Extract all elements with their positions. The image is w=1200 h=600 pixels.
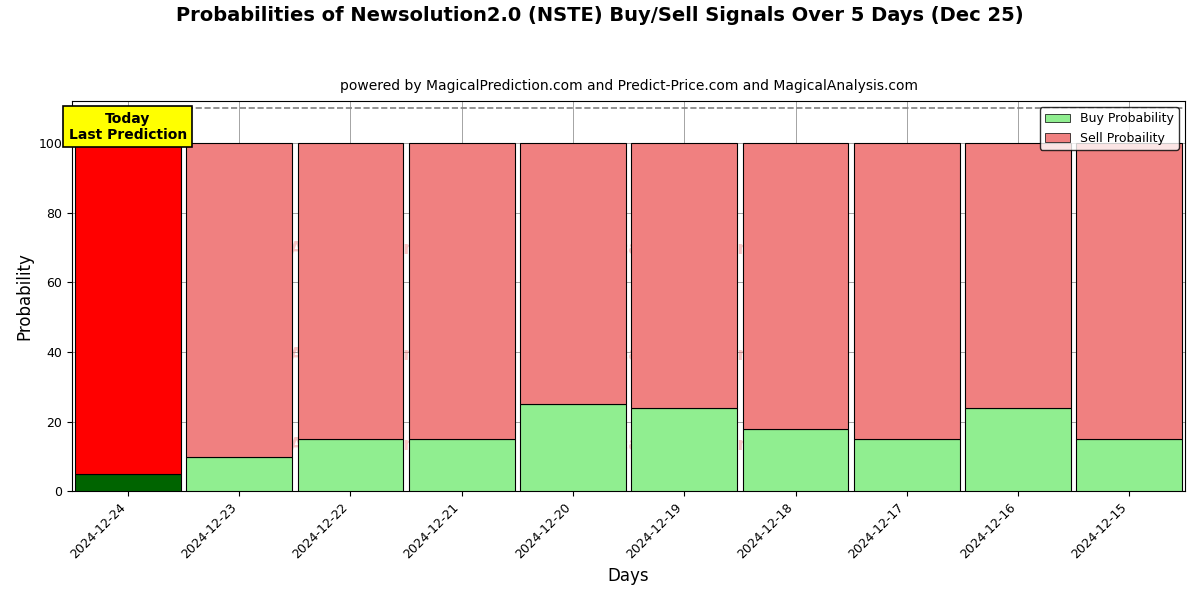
Text: MagicalPrediction.com: MagicalPrediction.com	[570, 241, 799, 259]
Text: MagicalAnalysis.com: MagicalAnalysis.com	[212, 241, 422, 259]
Text: Probabilities of Newsolution2.0 (NSTE) Buy/Sell Signals Over 5 Days (Dec 25): Probabilities of Newsolution2.0 (NSTE) B…	[176, 6, 1024, 25]
Bar	[631, 143, 737, 408]
Title: powered by MagicalPrediction.com and Predict-Price.com and MagicalAnalysis.com: powered by MagicalPrediction.com and Pre…	[340, 79, 918, 93]
Bar	[298, 439, 403, 491]
X-axis label: Days: Days	[607, 567, 649, 585]
Bar	[854, 143, 960, 439]
Text: MagicalPrediction.com: MagicalPrediction.com	[570, 436, 799, 454]
Bar	[854, 439, 960, 491]
Y-axis label: Probability: Probability	[16, 253, 34, 340]
Text: MagicalPrediction.com: MagicalPrediction.com	[570, 346, 799, 364]
Bar	[743, 143, 848, 429]
Bar	[74, 143, 181, 474]
Bar	[186, 457, 292, 491]
Text: MagicalAnalysis.com: MagicalAnalysis.com	[212, 436, 422, 454]
Bar	[186, 143, 292, 457]
Bar	[965, 143, 1070, 408]
Bar	[1076, 439, 1182, 491]
Bar	[631, 408, 737, 491]
Text: MagicalAnalysis.com: MagicalAnalysis.com	[212, 346, 422, 364]
Bar	[409, 439, 515, 491]
Bar	[520, 143, 625, 404]
Text: Today
Last Prediction: Today Last Prediction	[68, 112, 187, 142]
Bar	[74, 474, 181, 491]
Bar	[520, 404, 625, 491]
Bar	[1076, 143, 1182, 439]
Bar	[298, 143, 403, 439]
Legend: Buy Probability, Sell Probaility: Buy Probability, Sell Probaility	[1040, 107, 1178, 149]
Bar	[409, 143, 515, 439]
Bar	[965, 408, 1070, 491]
Bar	[743, 429, 848, 491]
